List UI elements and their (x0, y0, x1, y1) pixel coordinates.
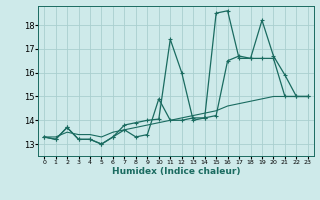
X-axis label: Humidex (Indice chaleur): Humidex (Indice chaleur) (112, 167, 240, 176)
